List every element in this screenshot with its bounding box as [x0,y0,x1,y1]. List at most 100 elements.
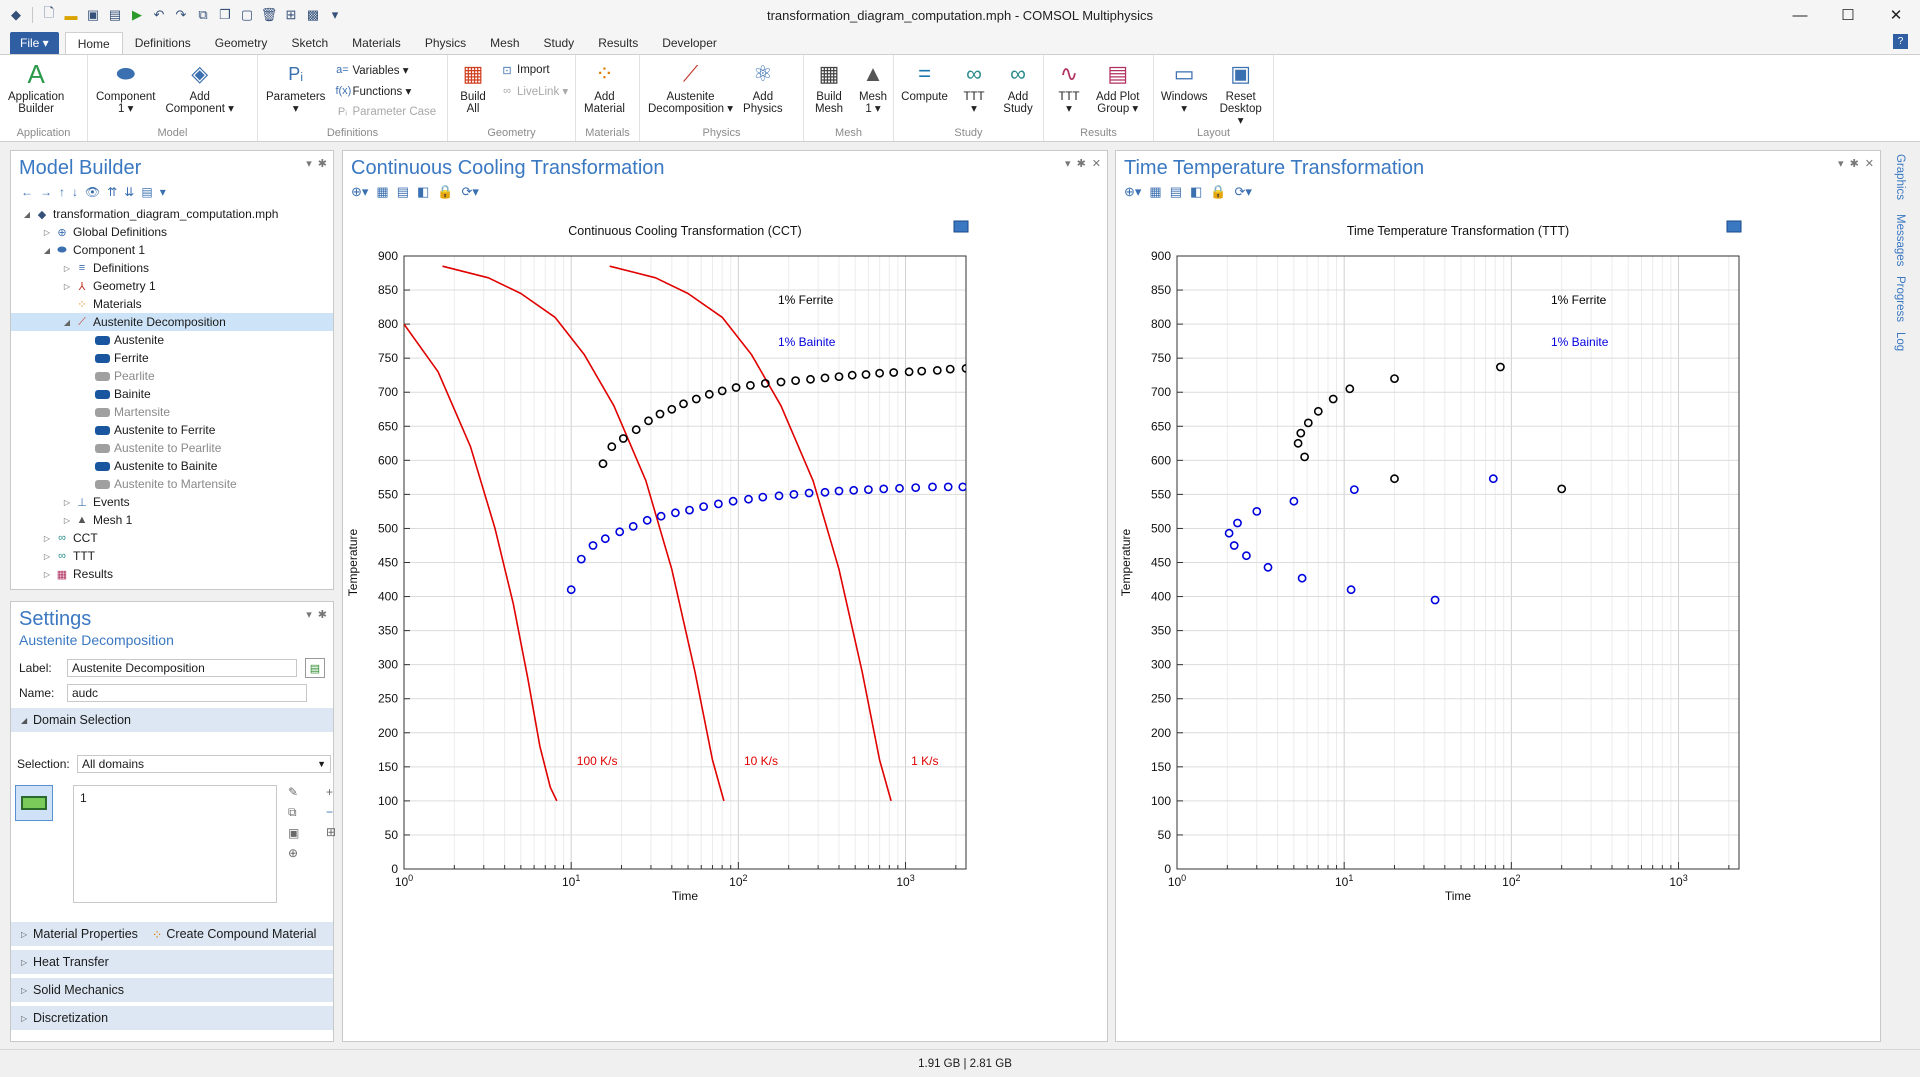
image-icon[interactable]: ▩ [306,7,320,22]
tree-node[interactable]: ⁘ Materials [11,295,333,313]
tab-definitions[interactable]: Definitions [134,36,191,50]
expand-arrow-icon[interactable]: ▷ [63,497,71,507]
view-options-icon[interactable]: ▤ [141,185,153,199]
tree-node[interactable]: ▷ ⊕ Global Definitions [11,223,333,241]
tree-node[interactable]: ▷ ▦ Results [11,565,333,583]
tab-home[interactable]: Home [64,32,123,54]
pin-icon[interactable]: ✱ [317,609,327,621]
clipboard-icon[interactable]: ▣ [288,826,300,840]
panel-menu-icon[interactable]: ▾ [1838,158,1844,170]
expand-arrow-icon[interactable]: ▷ [43,227,51,237]
add-selection-icon[interactable]: + [326,785,334,799]
redo-icon[interactable]: ↷ [175,7,187,22]
component-button[interactable]: ⬬ Component 1 ▾ [96,61,156,115]
minimize-icon[interactable]: — [1792,6,1808,24]
tree-node[interactable]: Ferrite [11,349,333,367]
study-ttt-button[interactable]: ∞ TTT ▾ [952,59,996,115]
save-as-icon[interactable]: ▤ [108,7,122,22]
collapse-icon[interactable]: ⇈ [107,185,118,199]
save-icon[interactable]: ▣ [86,7,100,22]
expand-arrow-icon[interactable]: ▷ [43,533,51,543]
tree-node[interactable]: ▷ ⊥ Events [11,493,333,511]
side-tab-graphics[interactable]: Graphics [1894,154,1906,201]
side-tab-progress[interactable]: Progress [1894,276,1906,323]
create-compound-material-button[interactable]: ⁘ Create Compound Material [151,927,317,942]
back-icon[interactable]: ← [21,185,33,199]
expand-arrow-icon[interactable]: ▷ [43,551,51,561]
refresh-icon[interactable]: ⟳▾ [461,184,479,199]
section-material-properties[interactable]: ▷ Material Properties ⁘ Create Compound Ma… [11,922,333,946]
tree-node[interactable]: Austenite to Bainite [11,457,333,475]
side-tab-messages[interactable]: Messages [1894,214,1906,267]
list-view-icon[interactable]: ▤ [396,184,410,199]
dropdown-icon[interactable]: ▾ [159,185,166,199]
move-up-icon[interactable]: ↑ [59,185,65,199]
panel-menu-icon[interactable]: ▾ [306,609,312,621]
tree-node[interactable]: ◢ ⬬ Component 1 [11,241,333,259]
tree-node[interactable]: Bainite [11,385,333,403]
tab-results[interactable]: Results [598,36,639,50]
section-heat-transfer[interactable]: ▷ Heat Transfer [11,950,333,974]
open-folder-icon[interactable]: ▬ [64,7,78,23]
collapse-arrow-icon[interactable]: ◢ [23,209,31,219]
copy-selection-icon[interactable]: ⧉ [288,805,297,819]
parameters-button[interactable]: Pᵢ Parameters ▾ [261,59,330,116]
panel-menu-icon[interactable]: ▾ [1065,158,1071,170]
label-edit-icon[interactable]: ▤ [305,658,325,678]
tab-geometry[interactable]: Geometry [214,36,268,50]
application-builder-button[interactable]: A Application Builder [8,58,65,116]
expand-arrow-icon[interactable]: ▷ [63,263,71,273]
help-button[interactable]: ? [1893,34,1908,49]
tree-node[interactable]: ▷ ∞ CCT [11,529,333,547]
add-physics-button[interactable]: ⚛ Add Physics [743,61,783,115]
lock-icon[interactable]: 🔒 [437,184,454,199]
selection-dropdown[interactable]: All domains ▼ [77,755,331,773]
dropdown-icon[interactable]: ▾ [331,7,339,22]
section-solid-mechanics[interactable]: ▷ Solid Mechanics [11,978,333,1002]
forward-icon[interactable]: → [40,185,52,199]
side-tab-log[interactable]: Log [1894,332,1906,352]
delete-icon[interactable]: 🗑 [260,7,278,22]
expand-icon[interactable]: ⇊ [124,185,135,199]
copy-icon[interactable]: ⧉ [198,7,208,22]
add-study-button[interactable]: ∞ Add Study [1003,61,1033,115]
paste-icon[interactable]: ▢ [240,7,254,22]
austenite-decomposition-button[interactable]: ⟋ Austenite Decomposition ▾ [648,61,734,115]
expand-arrow-icon[interactable]: ▷ [43,569,51,579]
pin-icon[interactable]: ✱ [317,158,327,170]
tab-physics[interactable]: Physics [424,36,467,50]
tree-node[interactable]: ▷ ⅄ Geometry 1 [11,277,333,295]
selection-list[interactable]: 1 [73,785,277,903]
tab-developer[interactable]: Developer [662,36,717,50]
close-icon[interactable]: ✕ [1889,7,1903,24]
split-view-icon[interactable]: ◧ [1190,184,1203,199]
pin-icon[interactable]: ✱ [1076,158,1086,170]
tree-node[interactable]: Austenite to Martensite [11,475,333,493]
expand-arrow-icon[interactable]: ▷ [63,515,71,525]
name-input[interactable]: audc [67,684,307,702]
parameter-case-button[interactable]: Pᵢ Parameter Case [335,103,436,121]
show-icon[interactable]: 👁 [85,185,101,199]
paste-selection-icon[interactable]: ✎ [288,785,299,799]
expand-arrow-icon[interactable]: ▷ [63,281,71,291]
section-domain-selection[interactable]: ◢ Domain Selection [11,708,333,732]
run-icon[interactable]: ▶ [132,7,142,22]
remove-selection-icon[interactable]: − [326,805,334,819]
add-material-button[interactable]: ⁘ Add Material [584,61,625,115]
undo-icon[interactable]: ↶ [153,7,165,22]
label-input[interactable]: Austenite Decomposition [67,659,297,677]
zoom-icon[interactable]: ⊕▾ [351,184,369,199]
tree-node[interactable]: Martensite [11,403,333,421]
zoom-selection-icon[interactable]: ⊕ [288,846,299,860]
tree-node[interactable]: Austenite to Ferrite [11,421,333,439]
new-file-icon[interactable]: 🗋 [43,5,55,20]
tree-node[interactable]: ◢ ⟋ Austenite Decomposition [11,313,333,331]
add-plot-group-button[interactable]: ▤ Add Plot Group ▾ [1096,61,1140,115]
tree-node[interactable]: Austenite to Pearlite [11,439,333,457]
functions-button[interactable]: f(x) Functions ▾ [335,85,412,98]
pin-icon[interactable]: ✱ [1849,158,1859,170]
import-button[interactable]: ⊡ Import [500,61,568,79]
select-icon[interactable]: ⊞ [285,7,297,22]
results-ttt-button[interactable]: ∿ TTT ▾ [1047,59,1091,115]
panel-menu-icon[interactable]: ▾ [306,158,312,170]
